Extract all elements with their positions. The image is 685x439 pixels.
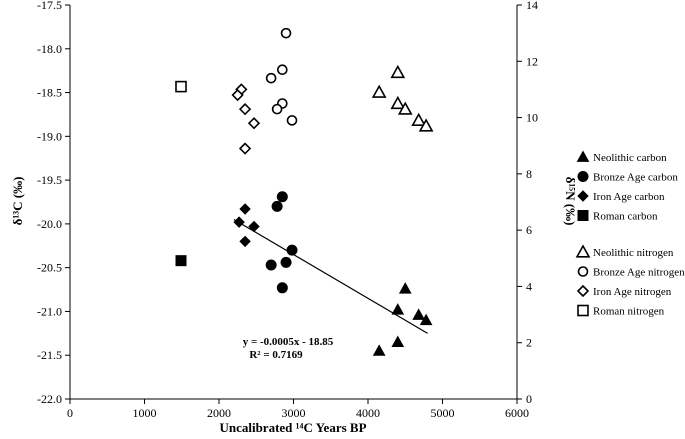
trendline-group (233, 218, 428, 334)
neolithic-carbon-point (398, 282, 412, 294)
neolithic-nitrogen-point (418, 118, 434, 132)
iron-age-nitrogen-point (231, 88, 244, 102)
bronze-age-carbon-point (276, 282, 288, 294)
y2-tick-label: 2 (526, 336, 532, 350)
legend-marker-roman-carbon (577, 210, 589, 221)
iron-age-nitrogen-point (247, 117, 261, 130)
y2-tick-label: 8 (526, 167, 532, 181)
neolithic-nitrogen-point (411, 112, 427, 126)
neolithic-nitrogen-point (390, 95, 406, 110)
roman-nitrogen-point (175, 80, 187, 93)
bronze-age-nitrogen-point (271, 103, 283, 115)
y-tick-label: -20.5 (37, 261, 62, 275)
legend-label-neolithic-carbon: Neolithic carbon (593, 152, 667, 164)
trendline (233, 218, 428, 334)
y-tick-label: -17.5 (37, 0, 62, 12)
y-tick-label: -18.5 (37, 86, 62, 100)
y2-tick-label: 6 (526, 223, 532, 237)
iron-age-carbon-point (239, 235, 251, 248)
legend-label-neolithic-nitrogen: Neolithic nitrogen (593, 247, 674, 259)
legend-marker-bronze-age-carbon (577, 171, 589, 182)
x-tick-label: 4000 (356, 406, 380, 420)
neolithic-carbon-point (419, 313, 433, 326)
legend-label-roman-carbon: Roman carbon (593, 211, 658, 223)
legend-label-roman-nitrogen: Roman nitrogen (593, 306, 665, 318)
neolithic-nitrogen-point (397, 101, 413, 115)
axes: 0 1000 2000 3000 4000 5000 6000 -17.5 -18.0 -18.5… (37, 0, 538, 420)
neolithic-carbon-point (412, 308, 426, 320)
y-tick-label: -21.5 (37, 348, 62, 362)
x-tick-label: 2000 (207, 406, 231, 420)
x-axis-title: Uncalibrated ¹⁴C Years BP (219, 420, 366, 435)
trendline-equation: y = -0.0005x - 18.85 (243, 336, 334, 348)
x-tick-label: 6000 (505, 406, 529, 420)
legend-label-iron-age-carbon: Iron Age carbon (593, 191, 665, 203)
y-tick-label: -18.0 (37, 42, 62, 56)
trendline-r2: R² = 0.7169 (249, 349, 303, 361)
x-tick-label: 1000 (133, 406, 157, 420)
bronze-age-nitrogen-point (286, 115, 298, 126)
legend-marker-iron-age-carbon (577, 190, 589, 202)
bronze-age-carbon-point (280, 256, 292, 268)
y-tick-label: -19.5 (37, 173, 62, 187)
bronze-age-nitrogen-point (277, 64, 288, 76)
roman-carbon-point (175, 255, 187, 267)
bronze-age-carbon-point (265, 259, 277, 271)
y2-axis-title: δ¹⁵N (‰) (563, 177, 578, 226)
neolithic-carbon-point (372, 344, 386, 356)
y2-tick-label: 0 (526, 392, 532, 406)
neolithic-nitrogen-point (390, 64, 406, 79)
data-marks (175, 27, 434, 356)
iron-age-nitrogen-point (238, 102, 252, 116)
legend-label-bronze-age-nitrogen: Bronze Age nitrogen (593, 267, 685, 279)
bronze-age-carbon-point (271, 200, 283, 212)
iron-age-carbon-point (239, 203, 251, 215)
y-tick-label: -19.0 (37, 129, 62, 143)
x-tick-label: 5000 (431, 406, 455, 420)
y-axis-title: δ¹³C (‰) (10, 177, 25, 226)
legend-marker-bronze-age-nitrogen (577, 266, 589, 277)
legend-marker-neolithic-nitrogen (575, 244, 591, 258)
y-tick-label: -20.0 (37, 217, 62, 231)
y2-tick-label: 12 (526, 54, 538, 68)
legend: Neolithic carbon Bronze Age carbon Iron Ag… (575, 150, 685, 318)
neolithic-carbon-point (391, 303, 405, 315)
y2-tick-label: 10 (526, 111, 538, 125)
neolithic-nitrogen-point (371, 84, 387, 98)
x-tick-label: 3000 (282, 406, 306, 420)
bronze-age-nitrogen-point (265, 72, 277, 84)
y-tick-label: -22.0 (37, 392, 62, 406)
legend-marker-roman-nitrogen (577, 304, 589, 317)
y2-tick-label: 4 (526, 279, 532, 293)
legend-label-bronze-age-carbon: Bronze Age carbon (593, 172, 678, 184)
iron-age-carbon-point (248, 220, 260, 233)
x-tick-label: 0 (67, 406, 73, 420)
legend-label-iron-age-nitrogen: Iron Age nitrogen (593, 286, 672, 298)
y2-tick-label: 14 (526, 0, 538, 12)
bronze-age-carbon-point (286, 244, 298, 256)
bronze-age-nitrogen-point (280, 27, 292, 39)
legend-marker-neolithic-carbon (576, 150, 590, 162)
bronze-age-carbon-point (276, 191, 288, 203)
neolithic-carbon-point (391, 335, 405, 347)
y-tick-label: -21.0 (37, 304, 62, 318)
legend-marker-iron-age-nitrogen (576, 284, 590, 298)
iron-age-nitrogen-point (238, 142, 252, 155)
iron-age-carbon-point (233, 216, 245, 228)
